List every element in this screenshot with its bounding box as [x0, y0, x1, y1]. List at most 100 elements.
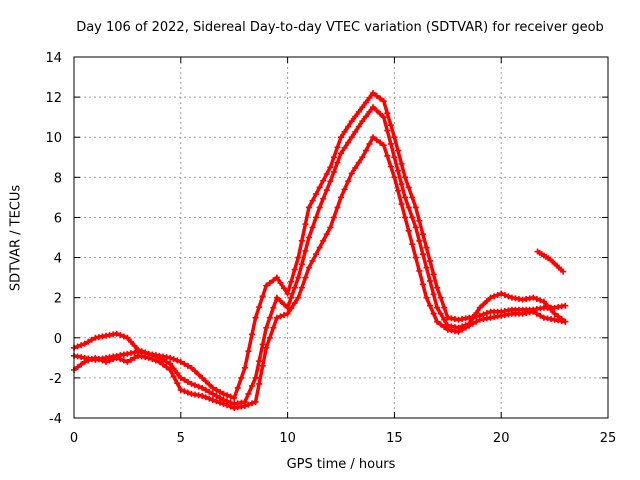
- data-point: [245, 390, 252, 397]
- data-point: [199, 392, 206, 399]
- y-tick-label: -2: [49, 372, 62, 387]
- data-point: [338, 134, 344, 141]
- data-points: [71, 90, 569, 411]
- data-point: [295, 274, 302, 281]
- data-point: [533, 310, 540, 317]
- data-point: [177, 358, 184, 365]
- data-point: [127, 356, 134, 363]
- data-point: [167, 366, 174, 373]
- data-point: [309, 257, 316, 264]
- data-point: [377, 139, 384, 146]
- data-point: [170, 365, 177, 372]
- data-point: [238, 374, 245, 381]
- data-point: [316, 244, 323, 251]
- y-tick-label: -4: [49, 412, 62, 427]
- data-point: [263, 344, 270, 351]
- data-point: [309, 197, 316, 204]
- data-point: [480, 301, 487, 308]
- data-point: [560, 268, 567, 275]
- data-point: [394, 187, 401, 194]
- data-point: [74, 343, 81, 350]
- data-point: [249, 400, 255, 407]
- data-point: [298, 284, 305, 291]
- data-point: [352, 128, 359, 135]
- data-point: [427, 277, 433, 284]
- data-point: [441, 324, 448, 331]
- data-point: [99, 357, 106, 364]
- data-point: [423, 244, 430, 251]
- data-point: [120, 357, 127, 364]
- data-point: [537, 312, 544, 319]
- data-point: [373, 136, 380, 143]
- data-point: [224, 402, 231, 409]
- data-point: [295, 294, 302, 301]
- data-point: [366, 94, 373, 101]
- data-point: [345, 123, 352, 130]
- data-point: [419, 251, 426, 258]
- data-point: [362, 147, 369, 154]
- data-point: [398, 181, 405, 188]
- data-point: [131, 342, 138, 349]
- data-point: [277, 298, 284, 305]
- data-point: [316, 184, 323, 191]
- data-point: [298, 237, 305, 244]
- data-point: [224, 392, 231, 399]
- data-point: [384, 152, 391, 159]
- data-point: [366, 108, 373, 115]
- data-point: [284, 310, 291, 317]
- data-point: [188, 380, 195, 387]
- data-point: [466, 322, 473, 329]
- data-point: [355, 123, 362, 130]
- data-point: [124, 334, 131, 341]
- data-point: [491, 293, 498, 300]
- x-tick-label: 25: [600, 431, 617, 446]
- data-point: [416, 217, 423, 224]
- data-point: [181, 376, 188, 383]
- data-point: [88, 356, 95, 363]
- data-point: [249, 382, 255, 389]
- data-point: [373, 107, 380, 114]
- y-tick-label: 12: [45, 91, 62, 106]
- data-point: [483, 310, 490, 317]
- data-point: [370, 104, 377, 111]
- data-point: [266, 334, 273, 341]
- data-point: [387, 163, 394, 170]
- data-point: [273, 274, 280, 281]
- data-point: [323, 231, 330, 238]
- data-point: [163, 364, 170, 371]
- data-point: [305, 204, 312, 211]
- data-point: [270, 304, 277, 311]
- data-point: [206, 395, 213, 402]
- data-point: [370, 90, 377, 97]
- data-point: [334, 159, 341, 166]
- data-point: [348, 118, 355, 125]
- data-point: [387, 140, 394, 147]
- grid: [74, 57, 608, 418]
- data-point: [259, 341, 266, 348]
- data-point: [427, 302, 433, 309]
- data-point: [352, 164, 359, 171]
- data-point: [220, 390, 227, 397]
- data-point: [412, 254, 419, 261]
- series-trace-late: [534, 248, 567, 275]
- data-point: [348, 170, 355, 177]
- data-point: [256, 380, 263, 387]
- data-point: [434, 318, 441, 325]
- data-point: [213, 398, 220, 405]
- data-point: [430, 291, 437, 298]
- data-point: [199, 384, 206, 391]
- data-point: [462, 324, 469, 331]
- data-point: [110, 356, 117, 363]
- data-point: [402, 194, 409, 201]
- data-point: [256, 358, 263, 365]
- data-point: [167, 360, 174, 367]
- data-point: [206, 388, 213, 395]
- y-tick-label: 14: [45, 51, 62, 66]
- data-point: [245, 348, 252, 355]
- data-point: [252, 314, 259, 321]
- data-point: [441, 316, 448, 323]
- data-point: [227, 403, 234, 410]
- data-point: [281, 312, 288, 319]
- data-point: [174, 380, 181, 387]
- data-point: [334, 204, 341, 211]
